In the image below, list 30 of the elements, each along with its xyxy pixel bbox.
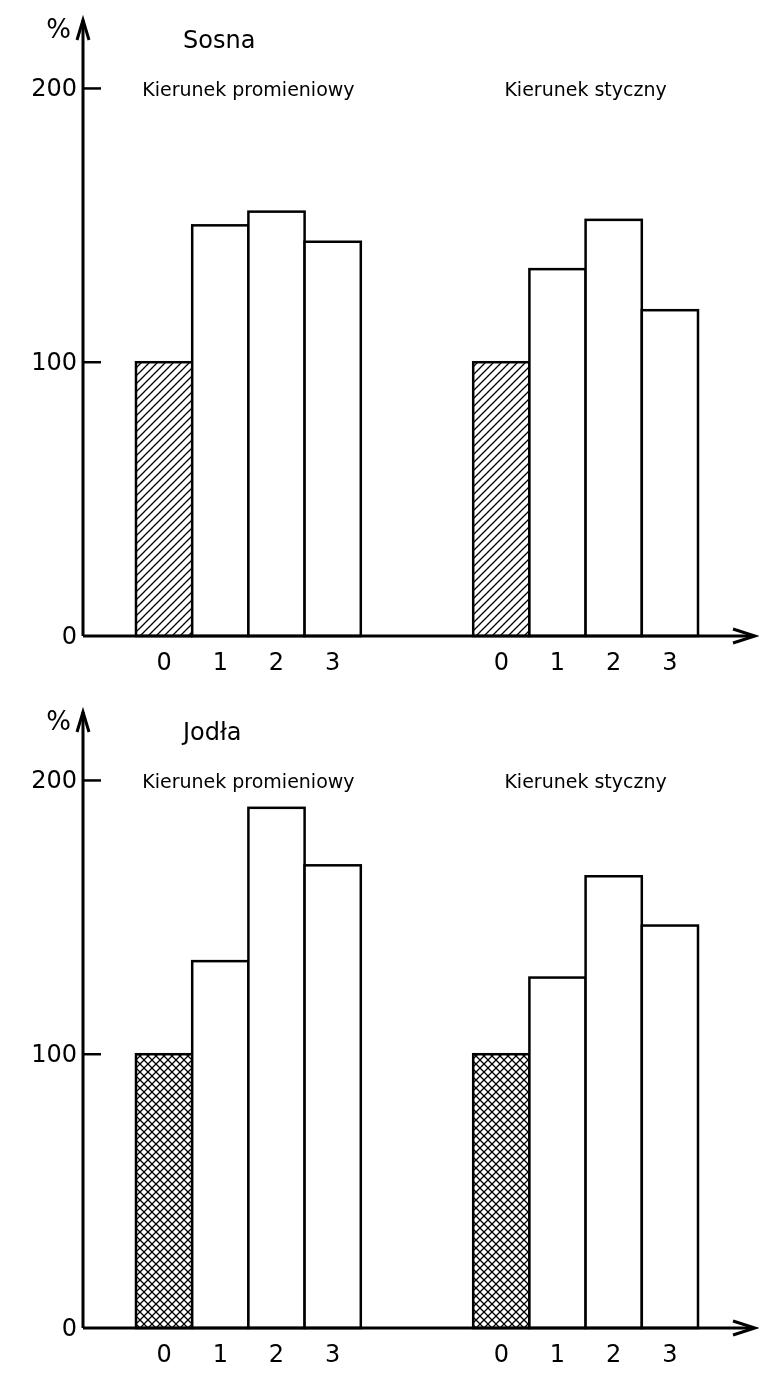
y-axis-title: % (46, 14, 71, 44)
x-tick-label: 2 (268, 1340, 285, 1368)
annotation: Kierunek promieniowy (142, 770, 355, 792)
y-tick-label: 200 (31, 74, 77, 103)
y-tick-label: 0 (61, 1314, 77, 1342)
chart-title: Jodła (181, 718, 242, 746)
x-tick-label: 2 (268, 648, 285, 676)
x-tick-label: 0 (493, 648, 509, 676)
y-tick-label: 100 (31, 348, 77, 377)
y-axis-title: % (46, 706, 71, 736)
x-tick-label: 0 (156, 1340, 172, 1368)
x-tick-label: 1 (549, 1340, 566, 1368)
x-tick-label: 0 (493, 1340, 509, 1368)
x-tick-label: 0 (156, 648, 172, 676)
x-tick-label: 2 (606, 1340, 622, 1368)
x-tick-label: 2 (606, 648, 622, 676)
x-tick-label: 1 (212, 1340, 228, 1368)
annotation: Kierunek promieniowy (142, 78, 355, 100)
x-tick-label: 3 (662, 1340, 678, 1368)
annotation: Kierunek styczny (504, 78, 667, 100)
y-tick-label: 0 (61, 622, 77, 650)
x-tick-label: 3 (325, 648, 341, 676)
x-tick-label: 1 (212, 648, 228, 676)
y-tick-label: 100 (31, 1040, 77, 1069)
x-tick-label: 3 (662, 648, 678, 676)
x-tick-label: 3 (325, 1340, 341, 1368)
chart-title: Sosna (183, 26, 256, 54)
y-tick-label: 200 (31, 766, 77, 795)
x-tick-label: 1 (549, 648, 566, 676)
annotation: Kierunek styczny (504, 770, 667, 792)
